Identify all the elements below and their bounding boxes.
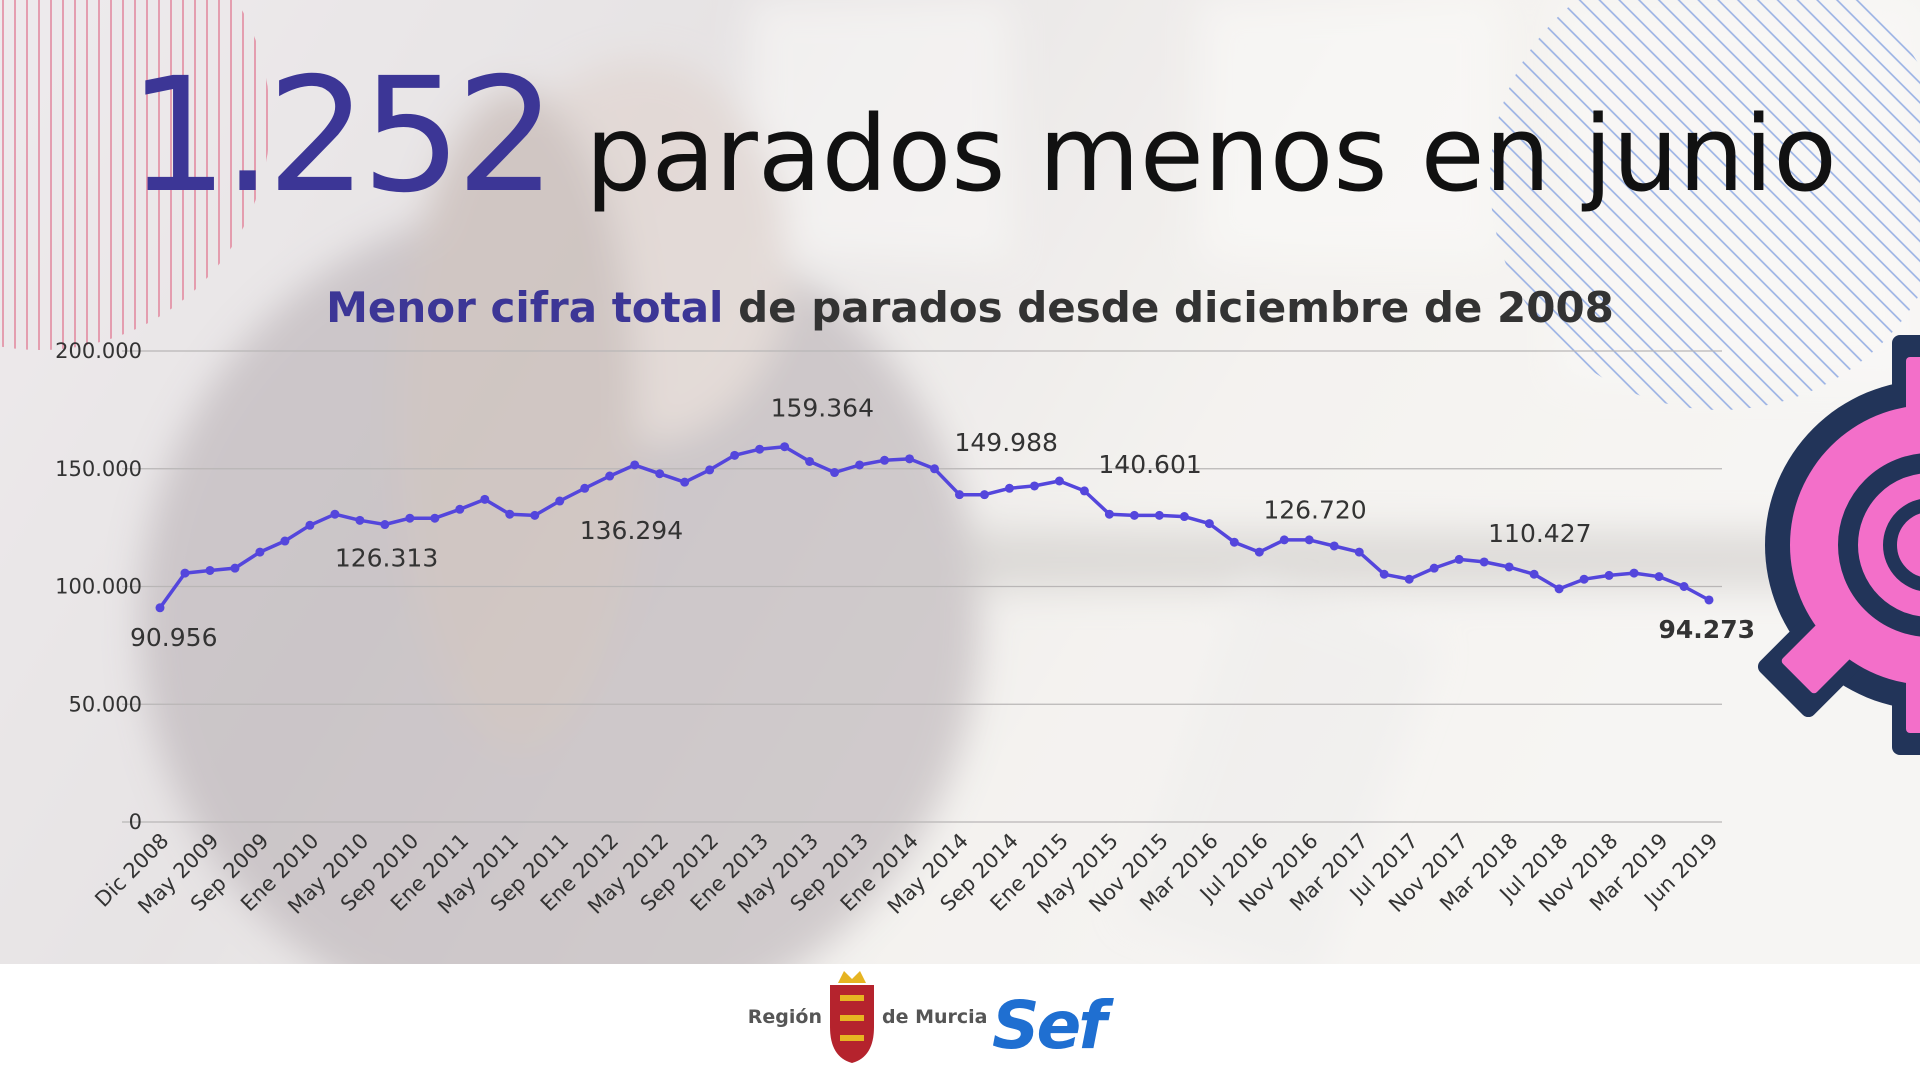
data-point [505,509,515,519]
data-point [1354,547,1364,557]
data-point [780,442,790,452]
data-point [730,450,740,460]
data-point [580,483,590,493]
brand-logo: Sef [992,987,1114,1064]
data-label: 94.273 [1659,615,1755,644]
data-point [1504,562,1514,572]
data-point [1529,569,1539,579]
subtitle-text: de parados desde diciembre de 2008 [738,283,1614,332]
data-point [905,454,915,464]
data-point [1629,568,1639,578]
data-point [1179,512,1189,522]
data-point [1704,595,1714,605]
footer [0,964,1920,1080]
data-point [155,603,165,613]
data-point [1104,509,1114,519]
data-point [1054,476,1064,486]
data-label: 110.427 [1488,519,1591,548]
gear-icon [1757,335,1920,755]
data-point [355,515,365,525]
data-point [1429,563,1439,573]
data-point [1004,483,1014,493]
data-point [1329,541,1339,551]
data-point [605,471,615,481]
coat-of-arms [830,971,874,1063]
data-point [1379,569,1389,579]
y-tick-label: 200.000 [55,339,142,363]
data-point [1479,557,1489,567]
data-point [380,520,390,530]
data-point [405,513,415,523]
data-label: 149.988 [955,428,1058,457]
data-point [830,468,840,478]
data-point [530,510,540,520]
data-point [180,568,190,578]
data-point [305,520,315,530]
data-point [280,536,290,546]
data-label: 136.294 [580,516,683,545]
data-point [1454,554,1464,564]
data-point [255,547,265,557]
data-point [680,477,690,487]
data-point [230,563,240,573]
headline-number: 1.252 [128,44,550,228]
data-point [630,460,640,470]
data-point [1579,574,1589,584]
data-point [954,490,964,500]
data-label: 126.720 [1263,496,1366,525]
data-point [555,496,565,506]
data-point [1279,535,1289,545]
stripes-decoration [1490,0,1920,410]
data-point [705,465,715,475]
headline-text: parados menos en junio [585,93,1836,215]
data-point [855,460,865,470]
data-point [455,504,465,514]
subtitle: Menor cifra total de parados desde dicie… [326,283,1614,332]
data-point [755,444,765,454]
data-point [1304,535,1314,545]
data-label: 126.313 [335,544,438,573]
y-tick-label: 100.000 [55,575,142,599]
y-tick-label: 150.000 [55,457,142,481]
data-point [1079,486,1089,496]
data-point [1029,481,1039,491]
data-label: 159.364 [771,394,874,423]
data-point [1204,519,1214,529]
data-label: 90.956 [130,623,217,652]
data-point [480,494,490,504]
data-point [430,513,440,523]
data-point [1229,537,1239,547]
data-point [1604,570,1614,580]
headline: 1.252 parados menos en junio [128,44,1837,228]
data-point [1679,582,1689,591]
footer-region-name: de Murcia [882,1006,988,1028]
stripes-decoration [0,0,270,350]
data-point [880,455,890,465]
data-point [330,509,340,519]
data-point [1129,510,1139,520]
data-point [1254,547,1264,557]
data-label: 140.601 [1098,450,1201,479]
footer-region: Región [748,1006,822,1028]
data-point [1654,572,1664,582]
data-point [930,464,939,474]
y-tick-label: 50.000 [69,692,142,716]
subtitle-highlight: Menor cifra total [326,283,723,332]
data-point [979,490,989,500]
y-tick-label: 0 [129,810,142,834]
data-point [1154,510,1164,520]
data-point [805,456,815,466]
data-point [205,565,215,575]
data-point [1554,584,1564,594]
data-point [1404,574,1414,584]
data-point [655,469,665,479]
